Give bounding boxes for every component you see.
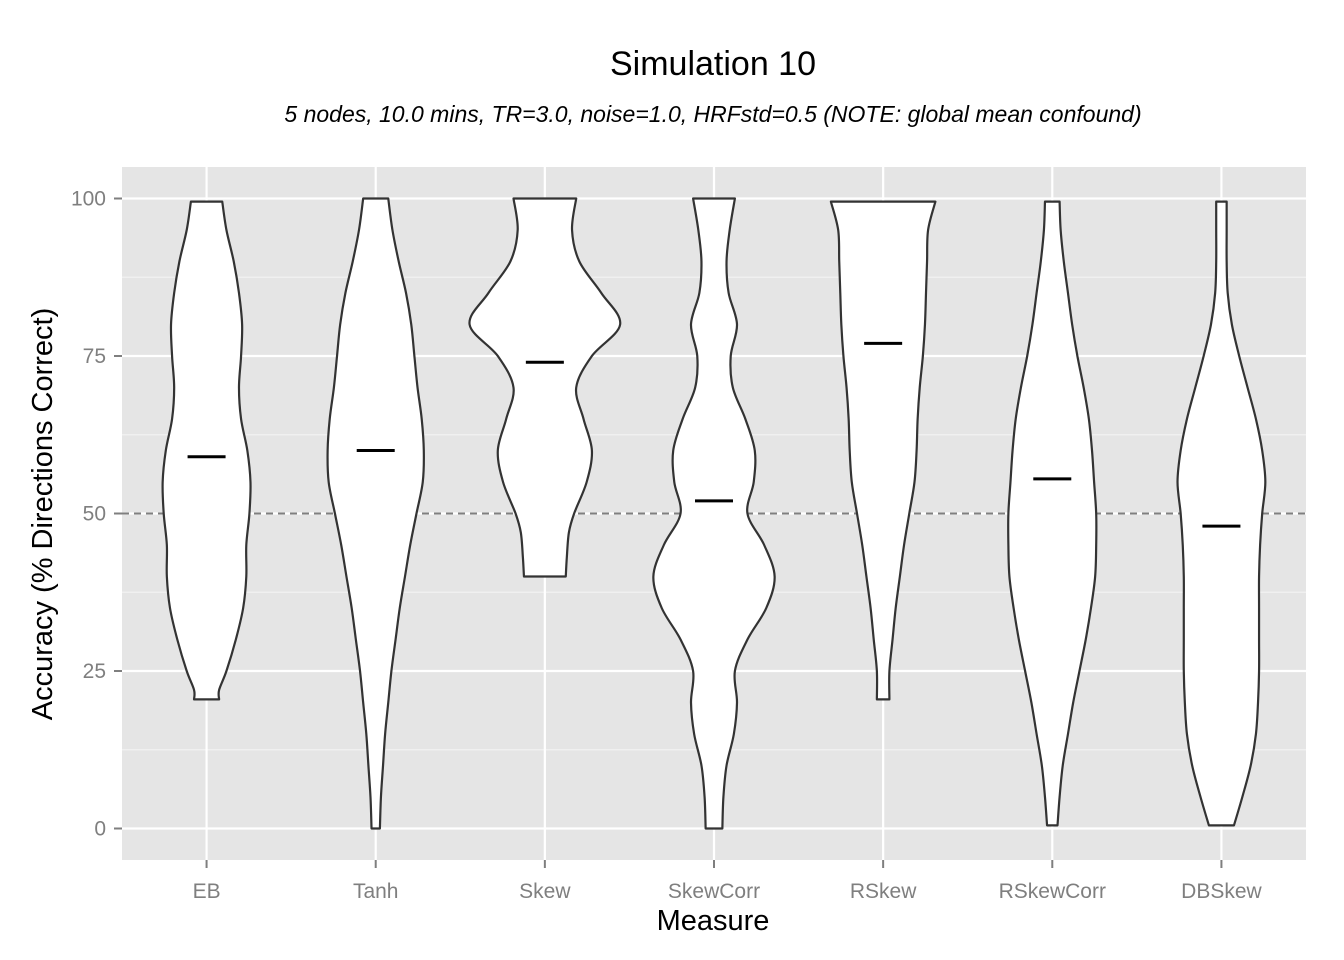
chart-subtitle: 5 nodes, 10.0 mins, TR=3.0, noise=1.0, H…: [284, 101, 1141, 127]
y-tick-label: 75: [83, 345, 106, 368]
x-axis-title: Measure: [657, 905, 770, 937]
x-tick-label: DBSkew: [1181, 880, 1262, 903]
violin-eb: [161, 200, 252, 701]
x-tick-label: Skew: [519, 880, 571, 903]
violin-dbskew: [1176, 200, 1267, 827]
violin-layer: [161, 197, 1267, 830]
axis-layer: 0 25 50 75 100 EB Tanh Skew SkewCorr RSkew RSkewCo…: [71, 188, 1263, 904]
y-axis-title: Accuracy (% Directions Correct): [27, 308, 59, 721]
y-tick-label: 50: [83, 503, 106, 526]
x-tick-label: Tanh: [353, 880, 399, 903]
y-tick-label: 100: [71, 188, 106, 211]
violin-tanh: [326, 197, 425, 830]
x-tick-label: SkewCorr: [668, 880, 760, 903]
x-tick-label: RSkew: [850, 880, 917, 903]
violin-rskew: [829, 200, 937, 701]
violin-skew: [468, 197, 622, 578]
violin-skewcorr: [652, 197, 776, 830]
violin-rskewcorr: [1007, 200, 1098, 827]
x-tick-label: EB: [193, 880, 221, 903]
y-tick-label: 0: [94, 818, 106, 841]
y-tick-label: 25: [83, 660, 106, 683]
chart-title: Simulation 10: [610, 45, 816, 83]
x-tick-label: RSkewCorr: [999, 880, 1106, 903]
